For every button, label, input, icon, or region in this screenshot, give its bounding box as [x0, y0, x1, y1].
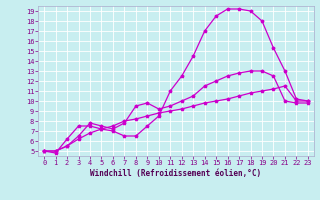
X-axis label: Windchill (Refroidissement éolien,°C): Windchill (Refroidissement éolien,°C) — [91, 169, 261, 178]
